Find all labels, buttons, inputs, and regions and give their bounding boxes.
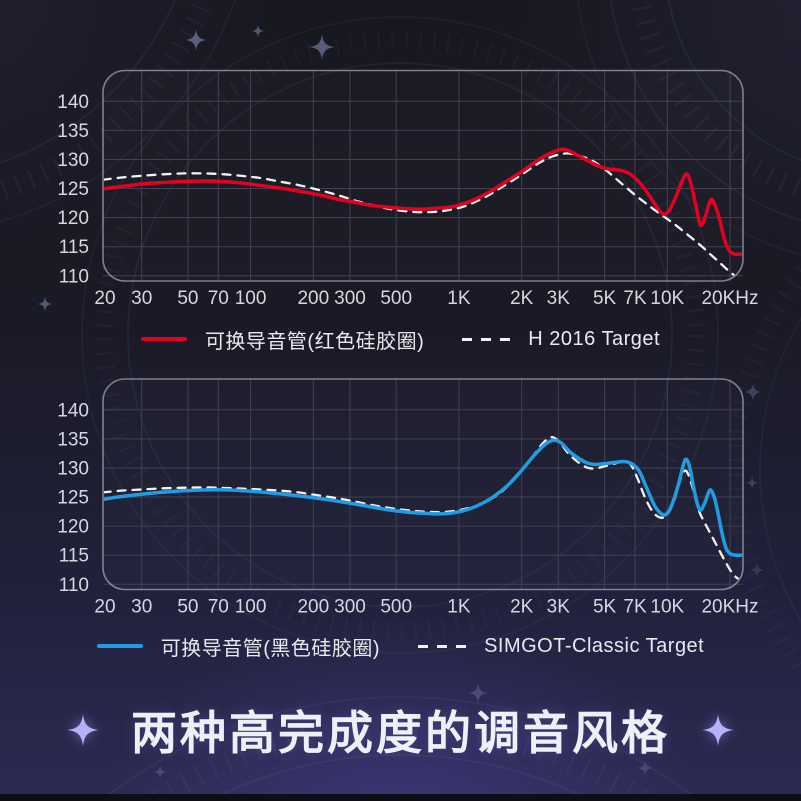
- legend-label-h2016-target: H 2016 Target: [528, 327, 661, 350]
- x-tick-label: 70: [208, 597, 229, 618]
- sparkle-icon: [702, 714, 734, 746]
- x-tick-label: 20KHz: [701, 597, 758, 618]
- footer-title-row: 两种高完成度的调音风格: [0, 697, 801, 763]
- bottom-edge-strip: [0, 794, 801, 801]
- x-tick-label: 7K: [623, 288, 647, 309]
- red-curve: [104, 147, 742, 257]
- x-tick-label: 200: [297, 288, 329, 309]
- legend-bottom-chart: 可换导音管(黑色硅胶圈) SIMGOT-Classic Target: [0, 631, 801, 661]
- legend-label-simgot-target: SIMGOT-Classic Target: [484, 634, 705, 657]
- page-title: 两种高完成度的调音风格: [131, 707, 670, 759]
- axis-labels: 110 115 120 125 130 135 140 20 30 50 70 100 200 300 50…: [57, 400, 758, 617]
- y-tick-label: 125: [57, 488, 89, 509]
- y-tick-label: 140: [57, 400, 89, 421]
- x-tick-label: 100: [235, 597, 267, 618]
- ring-right-mid: [726, 259, 801, 681]
- y-tick-label: 115: [59, 237, 89, 258]
- ring-bottom: [99, 696, 701, 801]
- legend-top-chart: 可换导音管(红色硅胶圈) H 2016 Target: [0, 324, 801, 354]
- x-tick-label: 100: [235, 288, 267, 309]
- chart-blue: 110 115 120 125 130 135 140 20 30 50 70 100 200 300 50…: [57, 378, 759, 618]
- red-line-swatch: [140, 337, 187, 341]
- blue-line-swatch: [96, 644, 143, 648]
- x-tick-label: 5K: [593, 597, 617, 618]
- x-tick-label: 10K: [650, 288, 684, 309]
- plot-border: [102, 378, 744, 591]
- ring-top-center: [81, 16, 719, 654]
- y-tick-label: 110: [59, 575, 89, 596]
- x-tick-label: 7K: [623, 597, 647, 618]
- y-tick-label: 115: [59, 546, 89, 567]
- h-2016-target: [104, 152, 742, 280]
- x-tick-label: 30: [131, 597, 152, 618]
- x-tick-label: 70: [208, 288, 229, 309]
- blue-curve: [104, 438, 742, 558]
- x-tick-label: 2K: [510, 597, 534, 618]
- x-tick-label: 200: [297, 597, 329, 618]
- x-tick-label: 300: [334, 597, 366, 618]
- x-tick-label: 2K: [510, 288, 534, 309]
- x-tick-label: 50: [177, 288, 198, 309]
- x-tick-label: 20: [94, 597, 115, 618]
- axis-labels: 110 115 120 125 130 135 140 20 30 50 70 100 200 300 50…: [57, 92, 758, 309]
- y-tick-label: 135: [57, 121, 89, 142]
- y-tick-label: 120: [57, 517, 89, 538]
- x-tick-label: 1K: [447, 288, 471, 309]
- y-tick-label: 120: [57, 208, 89, 229]
- x-tick-label: 3K: [547, 597, 571, 618]
- y-tick-label: 125: [57, 179, 89, 200]
- legend-label-red-curve: 可换导音管(红色硅胶圈): [204, 330, 425, 353]
- y-tick-label: 140: [57, 92, 89, 113]
- dashed-line-swatch: [462, 337, 511, 341]
- y-tick-label: 135: [57, 429, 89, 450]
- y-tick-label: 130: [57, 150, 89, 171]
- y-tick-label: 130: [57, 459, 89, 480]
- chart-red: 110 115 120 125 130 135 140 20 30 50 70 100 200 300 50…: [57, 69, 759, 309]
- x-tick-label: 500: [380, 597, 412, 618]
- x-tick-label: 10K: [650, 597, 684, 618]
- gridlines: [103, 379, 743, 590]
- x-tick-label: 3K: [547, 288, 571, 309]
- dashed-line-swatch: [418, 644, 467, 648]
- legend-label-blue-curve: 可换导音管(黑色硅胶圈): [160, 637, 381, 660]
- x-tick-label: 500: [380, 288, 412, 309]
- x-tick-label: 50: [177, 597, 198, 618]
- x-tick-label: 300: [334, 288, 366, 309]
- x-tick-label: 20KHz: [701, 288, 758, 309]
- x-tick-label: 1K: [447, 597, 471, 618]
- x-tick-label: 20: [94, 288, 115, 309]
- x-tick-label: 30: [131, 288, 152, 309]
- y-tick-label: 110: [59, 266, 89, 287]
- sparkle-icon: [67, 714, 99, 746]
- plot-border: [102, 69, 744, 282]
- x-tick-label: 5K: [593, 288, 617, 309]
